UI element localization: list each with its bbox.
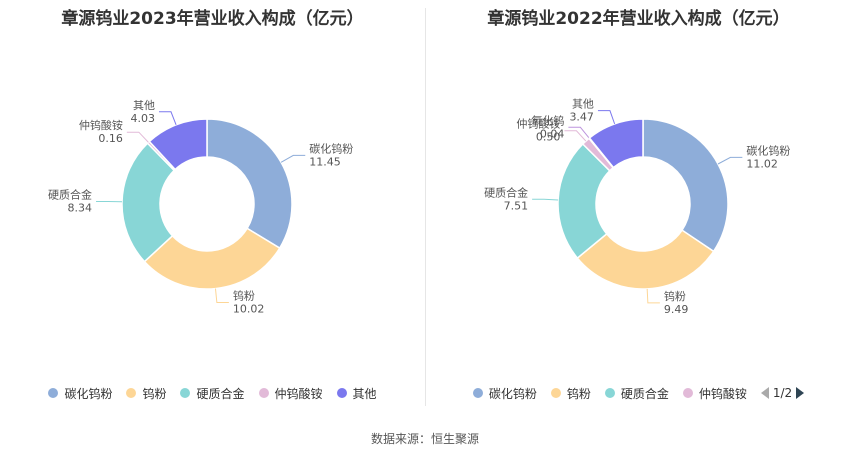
slice-label-value: 0.50 — [536, 131, 561, 144]
label-leader-line — [158, 111, 177, 126]
legend-label: 硬质合金 — [620, 386, 669, 401]
panel-divider — [425, 8, 426, 406]
legend-next-arrow-icon[interactable] — [796, 387, 805, 399]
pie-slice — [206, 118, 293, 250]
chart-title: 章源钨业2023年营业收入构成（亿元） — [61, 9, 364, 29]
slice-label-value: 10.02 — [233, 303, 264, 316]
slice-label-value: 11.45 — [309, 155, 341, 168]
label-leader-line — [646, 288, 660, 304]
legend-page-indicator: 1/2 — [772, 386, 793, 400]
label-leader-line — [597, 110, 616, 125]
label-leader-line — [214, 288, 229, 304]
pie-slice — [121, 142, 176, 263]
chart-panel-2022: 章源钨业2022年营业收入构成（亿元） 碳化钨粉 11.02 钨粉 9.49 硬质合金 7… — [426, 0, 850, 410]
legend-marker — [180, 388, 191, 398]
legend-item[interactable]: 钨粉 — [126, 385, 166, 402]
slice-label-value: 0.16 — [98, 132, 123, 145]
pie-slice — [576, 229, 715, 290]
legend-marker — [48, 388, 59, 398]
legend-item[interactable]: 仲钨酸铵 — [682, 385, 747, 402]
chart-legend: 碳化钨粉 钨粉 硬质合金 仲钨酸铵 1/2 — [426, 383, 850, 403]
legend-marker — [336, 388, 347, 398]
legend-marker — [682, 388, 693, 398]
legend-item[interactable]: 钨粉 — [550, 385, 591, 402]
legend-label: 碳化钨粉 — [488, 386, 537, 401]
slice-label-value: 0.04 — [540, 127, 565, 140]
legend-item[interactable]: 硬质合金 — [604, 385, 669, 402]
label-leader-line — [717, 156, 743, 165]
legend-label: 钨粉 — [142, 386, 167, 401]
legend-label: 碳化钨粉 — [64, 386, 113, 401]
legend-marker — [258, 388, 269, 398]
legend-label: 硬质合金 — [196, 386, 245, 401]
slice-label-name: 其他 — [572, 98, 594, 111]
chart-title: 章源钨业2022年营业收入构成（亿元） — [487, 9, 790, 29]
legend-item[interactable]: 碳化钨粉 — [472, 385, 537, 402]
label-leader-line — [564, 130, 587, 142]
pie-slice — [148, 118, 208, 171]
slice-label-value: 11.02 — [746, 157, 778, 170]
label-leader-line — [532, 198, 559, 201]
legend-prev-arrow-icon[interactable] — [760, 387, 769, 399]
chart-legend: 碳化钨粉 钨粉 硬质合金 仲钨酸铵 其他 — [0, 383, 425, 403]
legend-label: 钨粉 — [566, 386, 591, 401]
slice-label-name: 硬质合金 — [48, 187, 92, 201]
legend-item[interactable]: 其他 — [336, 385, 377, 402]
slice-label-name: 硬质合金 — [484, 185, 528, 199]
legend-label: 仲钨酸铵 — [698, 386, 747, 401]
pie-slice — [143, 227, 281, 290]
slice-label-name: 碳化钨粉 — [746, 143, 790, 157]
slice-label-name: 氧化钨 — [531, 113, 564, 127]
slice-label-name: 仲钨酸铵 — [79, 118, 123, 132]
slice-label-name: 仲钨酸铵 — [516, 117, 560, 131]
data-source: 数据来源：恒生聚源 — [370, 432, 479, 446]
slice-label-value: 7.51 — [504, 199, 529, 212]
slice-label-name: 钨粉 — [664, 290, 686, 303]
slice-label-name: 其他 — [133, 99, 155, 112]
pie-slice — [588, 118, 644, 169]
legend-marker — [126, 388, 137, 398]
slice-label-name: 碳化钨粉 — [309, 141, 353, 155]
legend-label: 仲钨酸铵 — [274, 386, 323, 401]
pie-slice — [642, 118, 729, 253]
label-leader-line — [280, 154, 306, 163]
legend-marker — [604, 388, 615, 398]
legend-marker — [472, 388, 483, 398]
label-leader-line — [126, 131, 149, 143]
label-leader-line — [568, 126, 590, 139]
slice-label-value: 8.34 — [68, 201, 93, 214]
legend-item[interactable]: 硬质合金 — [180, 385, 245, 402]
legend-label: 其他 — [352, 386, 377, 401]
slice-label-value: 9.49 — [664, 303, 689, 316]
slice-label-value: 4.03 — [130, 112, 155, 125]
slice-label-name: 钨粉 — [233, 290, 255, 303]
legend-item[interactable]: 碳化钨粉 — [48, 385, 112, 402]
legend-item[interactable]: 仲钨酸铵 — [258, 385, 323, 402]
chart-panel-2023: 章源钨业2023年营业收入构成（亿元） 碳化钨粉 11.45 钨粉 10.02 硬质合金… — [0, 0, 425, 410]
legend-pager: 1/2 — [760, 386, 805, 400]
legend-marker — [550, 388, 561, 398]
slice-label-value: 3.47 — [569, 111, 594, 124]
